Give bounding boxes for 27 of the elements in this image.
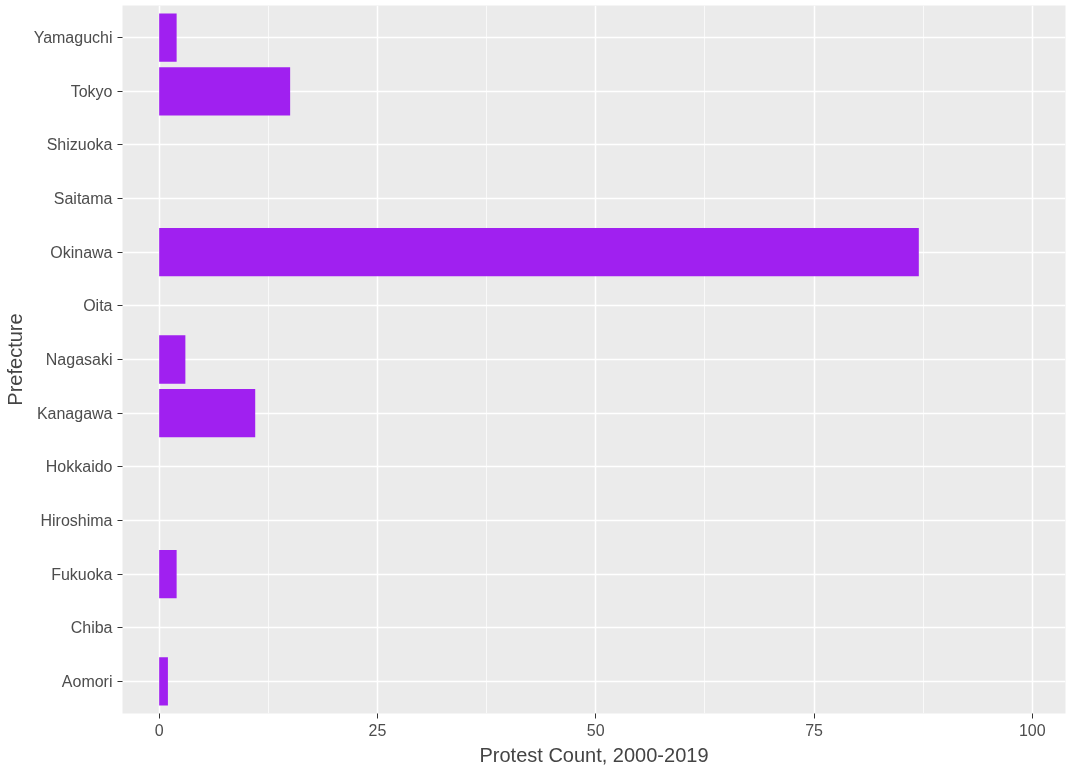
y-tick-label: Hokkaido: [45, 458, 113, 476]
x-tick-label: 0: [154, 721, 164, 739]
bar: [159, 228, 919, 277]
y-tick-label: Tokyo: [70, 82, 113, 100]
x-tick-label: 25: [368, 721, 387, 739]
y-tick-label: Oita: [83, 297, 113, 315]
y-tick-label: Hiroshima: [40, 511, 113, 529]
bar: [159, 13, 177, 62]
x-axis-title: Protest Count, 2000-2019: [479, 743, 709, 766]
y-tick-label: Kanagawa: [36, 404, 113, 422]
y-tick-label: Okinawa: [50, 243, 113, 261]
bar: [159, 389, 256, 438]
y-tick-label: Aomori: [61, 672, 113, 690]
y-axis-title: Prefecture: [3, 313, 26, 406]
y-tick-label: Chiba: [70, 619, 113, 637]
y-tick-label: Fukuoka: [51, 565, 113, 583]
x-tick-label: 50: [586, 721, 605, 739]
bar: [159, 657, 168, 706]
bar: [159, 549, 177, 599]
bar: [159, 335, 186, 384]
y-tick-label: Yamaguchi: [33, 29, 113, 47]
x-tick-label: 75: [805, 721, 824, 739]
y-tick-label: Saitama: [53, 190, 113, 208]
bar: [159, 67, 291, 116]
y-tick-label: Shizuoka: [46, 136, 113, 154]
x-tick-label: 100: [1018, 721, 1046, 739]
y-tick-label: Nagasaki: [45, 351, 113, 368]
